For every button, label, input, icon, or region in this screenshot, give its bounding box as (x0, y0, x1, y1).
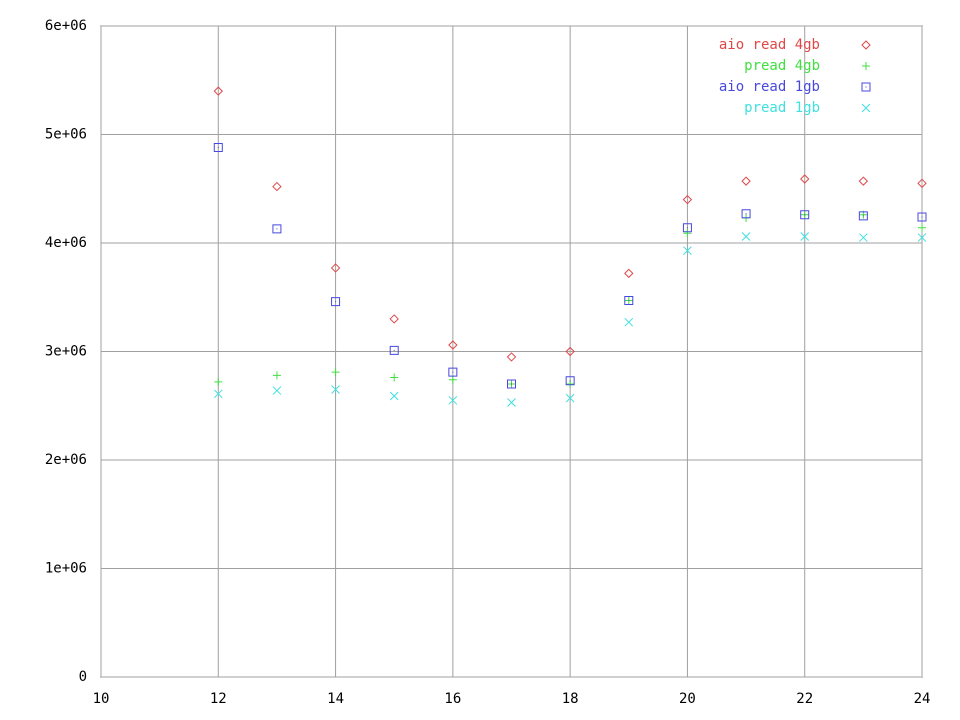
data-point (566, 380, 575, 389)
x-tick-label: 20 (679, 691, 696, 707)
data-point (800, 232, 810, 241)
data-point (858, 176, 869, 186)
data-point (272, 371, 281, 380)
x-tick-label: 10 (93, 691, 110, 707)
legend-label: aio read 4gb (719, 37, 820, 53)
data-point (741, 232, 751, 241)
x-tick-label: 22 (796, 691, 813, 707)
data-point (448, 367, 458, 377)
data-point (331, 385, 340, 394)
data-point (389, 314, 399, 324)
data-point (272, 181, 282, 192)
legend-label: pread 4gb (744, 58, 820, 74)
data-point (214, 377, 223, 386)
x-tick-label: 12 (210, 691, 227, 707)
legend-marker (862, 62, 870, 70)
x-tick-label: 18 (562, 691, 579, 707)
data-point (330, 263, 341, 273)
y-tick-label: 4e+06 (45, 235, 87, 251)
data-point (390, 373, 399, 382)
data-point (213, 389, 223, 399)
data-point (565, 393, 575, 403)
data-point (624, 317, 634, 327)
data-point (858, 211, 868, 221)
y-tick-label: 5e+06 (45, 127, 87, 143)
x-tick-label: 16 (444, 691, 461, 707)
legend-label: aio read 1gb (719, 79, 820, 95)
data-point (741, 209, 751, 219)
data-point (682, 194, 693, 205)
data-point (859, 233, 868, 242)
y-tick-label: 1e+06 (45, 561, 87, 577)
data-point (624, 296, 634, 306)
data-point (800, 210, 810, 220)
legend-marker (861, 103, 871, 113)
data-point (389, 391, 399, 401)
data-point (917, 178, 927, 189)
data-point (448, 395, 458, 405)
data-point (918, 223, 926, 232)
data-point (683, 246, 692, 255)
data-point (565, 346, 575, 357)
x-tick-label: 14 (327, 691, 344, 707)
legend-marker (861, 82, 871, 92)
data-point (213, 86, 223, 96)
data-point (917, 233, 927, 242)
data-point (389, 345, 399, 355)
data-point (682, 223, 692, 233)
data-point (800, 174, 810, 184)
y-tick-label: 3e+06 (45, 344, 87, 360)
data-point (213, 143, 223, 153)
y-tick-label: 0 (79, 669, 87, 685)
data-point (507, 398, 516, 407)
data-point (683, 229, 692, 238)
y-tick-label: 2e+06 (45, 452, 87, 468)
data-point (331, 368, 340, 377)
data-point (272, 224, 282, 234)
y-tick-label: 6e+06 (45, 18, 87, 34)
data-point (565, 376, 575, 386)
data-point (917, 212, 927, 222)
x-tick-label: 24 (914, 691, 931, 707)
data-point (448, 340, 458, 350)
legend-marker (861, 40, 871, 50)
data-point (624, 268, 634, 279)
data-point (507, 379, 516, 389)
legend-label: pread 1gb (744, 100, 820, 116)
data-point (272, 386, 282, 395)
data-point (741, 176, 751, 186)
data-point (506, 352, 517, 362)
data-point (448, 375, 457, 384)
data-point (331, 297, 341, 307)
